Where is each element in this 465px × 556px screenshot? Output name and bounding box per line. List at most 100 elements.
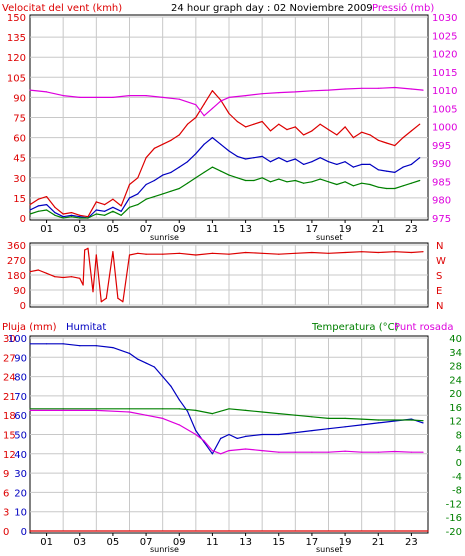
series-average-point [245,158,247,160]
series-average-point [104,210,106,212]
series-low-point [352,185,354,187]
series-pressure-point [178,98,180,100]
series-gust-point [178,134,180,136]
humidity-y-tick-label: 10 [14,508,27,519]
series-direction-point [228,253,230,255]
series-temperature-point [228,408,230,410]
humidity-y-tick-label: 50 [14,431,27,442]
series-average-point [336,163,338,165]
series-temperature-point [211,413,213,415]
series-dewpoint-point [245,448,247,450]
dewpoint-title: Punt rosada [394,322,453,333]
series-pressure-point [211,107,213,109]
series-direction-point [117,297,119,299]
series-direction-point [92,291,94,293]
temperature-y-tick-label: 40 [449,334,462,345]
series-low-point [186,182,189,184]
series-humidity-point [211,453,213,455]
series-gust-point [228,112,230,115]
series-average-point [145,183,147,186]
series-average-point [278,157,280,159]
series-dewpoint-point [228,450,230,452]
series-low-point [37,210,39,212]
series-dewpoint-point [261,450,263,452]
series-average-point [186,161,189,163]
series-gust-point [261,120,263,123]
series-direction-point [422,251,424,253]
series-average-point [402,166,404,168]
series-dewpoint-point [29,409,31,411]
series-direction-point [37,269,39,271]
series-dewpoint-point [311,451,313,453]
wind-y-tick-label: 120 [7,53,26,64]
rain-y-tick-label: 9 [3,469,9,480]
direction-y-tick-label: 0 [20,301,26,312]
series-low-point [87,217,89,219]
series-humidity-point [261,433,263,436]
series-rain-point [29,530,31,532]
series-direction-point [122,301,124,303]
series-low-point [236,177,238,179]
series-average-point [46,204,48,206]
series-humidity-point [311,430,313,432]
series-low-point [327,181,330,183]
wind-x-axis: 01 03 05 07 09 11 13 15 17 19 21 23 [40,220,418,235]
pressure-y-axis: 975 980 985 990 995 1000 1005 1010 1015 1020 1025 1… [432,13,457,225]
sunset-label-bottom: sunset [316,545,343,554]
series-gust-point [137,177,139,179]
x-tick-label: 03 [73,224,86,235]
series-gust-point [319,123,321,125]
series-pressure-point [422,89,424,91]
series-dewpoint-point [95,409,97,411]
humidity-y-tick-label: 20 [14,488,27,499]
x-tick-label: 19 [339,537,352,548]
series-humidity-point [245,435,247,437]
compass-tick-label: W [436,256,446,267]
series-direction-point [294,252,296,254]
series-pressure-point [220,100,222,102]
series-pressure-point [203,115,205,117]
series-gust-point [46,196,48,198]
series-temperature-point [377,419,379,421]
series-low-point [120,214,122,216]
series-low-point [303,182,305,184]
series-direction-point [82,284,84,286]
series-dewpoint-point [162,417,164,419]
x-tick-label: 01 [40,224,53,235]
direction-panel-series [29,247,424,303]
series-average-point [29,209,31,211]
series-direction-point [62,276,64,279]
series-direction-point [361,251,363,253]
series-gust-point [410,130,412,132]
rain-y-tick-label: 24 [3,373,16,384]
series-low-point [46,209,48,211]
x-tick-label: 21 [372,224,385,235]
series-average-point [344,161,346,163]
x-tick-label: 05 [107,224,120,235]
series-pressure-point [228,96,230,98]
series-low-point [220,170,222,172]
series-humidity-point [170,385,172,387]
series-dewpoint-point [344,450,346,452]
x-tick-label: 13 [239,224,252,235]
series-dewpoint-point [410,451,412,453]
wind-y-tick-label: 60 [13,134,26,145]
sunrise-label-bottom: sunrise [150,545,179,554]
series-pressure-point [294,91,296,93]
x-tick-label: 23 [405,224,418,235]
humidity-y-tick-label: 60 [14,411,27,422]
series-average-point [327,161,330,163]
series-gust-point [294,126,296,128]
temperature-y-axis: -20 -16 -12 -8 -4 0 4 8 12 16 20 24 28 34 40 [446,334,462,538]
series-dewpoint-point [394,450,396,453]
x-tick-label: 01 [40,537,53,548]
series-humidity-point [128,352,131,354]
temperature-y-tick-label: -4 [452,472,462,483]
series-humidity [30,343,424,455]
series-low-point [79,217,81,219]
series-temperature-point [422,420,424,422]
series-gust-point [253,123,255,125]
series-low-point [336,183,338,186]
series-dewpoint-point [145,414,147,416]
series-humidity-point [178,399,180,401]
